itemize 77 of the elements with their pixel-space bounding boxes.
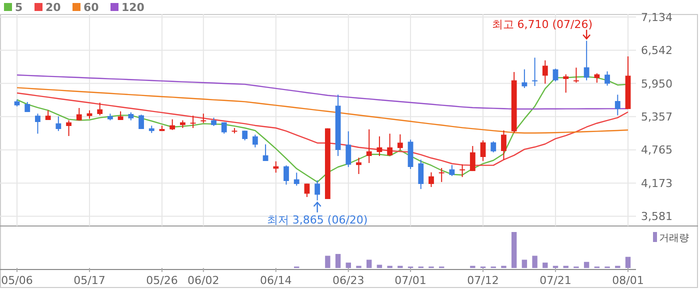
candlestick xyxy=(418,159,424,190)
x-tick-label: 07/01 xyxy=(394,274,426,287)
candlestick xyxy=(460,164,466,178)
bar xyxy=(366,260,372,268)
candlestick xyxy=(532,57,538,86)
candlestick xyxy=(170,118,176,131)
candlestick xyxy=(262,144,268,162)
candlestick xyxy=(387,133,393,156)
x-tick-label: 06/02 xyxy=(188,274,220,287)
annotation: 최저 3,865 (06/20) xyxy=(266,213,368,226)
candlestick xyxy=(200,113,206,124)
candlestick xyxy=(428,172,434,188)
bar xyxy=(376,264,382,268)
candlestick xyxy=(438,168,444,183)
bar xyxy=(511,232,517,268)
candlestick xyxy=(542,60,548,84)
x-tick-label: 06/14 xyxy=(260,274,292,287)
candlestick xyxy=(522,68,528,89)
bar xyxy=(522,260,528,268)
candlestick xyxy=(252,134,258,148)
candlestick xyxy=(366,128,372,164)
annotation: 최고 6,710 (07/26) xyxy=(492,18,593,31)
candlestick xyxy=(356,157,362,174)
x-tick-label: 07/12 xyxy=(467,274,499,287)
candlestick xyxy=(45,110,51,120)
legend-label: 20 xyxy=(46,1,62,14)
candlestick xyxy=(56,116,62,132)
candlestick xyxy=(552,68,558,82)
candlestick xyxy=(563,74,569,94)
candlestick xyxy=(138,114,144,130)
candlestick xyxy=(190,115,196,129)
candlestick xyxy=(397,134,403,151)
x-tick-label: 08/01 xyxy=(612,274,644,287)
x-tick-label: 07/21 xyxy=(540,274,572,287)
candlestick xyxy=(501,130,506,160)
candlestick xyxy=(470,146,476,172)
bar xyxy=(625,256,631,268)
candlestick xyxy=(314,180,320,201)
candlestick xyxy=(614,94,620,116)
candlestick xyxy=(584,40,590,81)
candlestick xyxy=(35,113,40,134)
x-tick-label: 06/23 xyxy=(332,274,364,287)
bar xyxy=(325,256,330,268)
x-tick-label: 05/06 xyxy=(1,274,33,287)
candlestick xyxy=(304,183,310,198)
candlestick xyxy=(294,172,300,186)
legend-label: 120 xyxy=(122,1,145,14)
bar xyxy=(584,262,590,268)
line-series xyxy=(16,87,629,134)
x-tick-label: 05/17 xyxy=(74,274,106,287)
y-tick-label: 5,950 xyxy=(641,77,672,90)
candlestick xyxy=(66,120,72,137)
candlestick xyxy=(449,164,455,177)
candlestick xyxy=(76,107,82,121)
candlestick xyxy=(604,70,610,86)
y-tick-label: 4,765 xyxy=(641,144,672,157)
candlestick xyxy=(594,72,600,84)
candlestick xyxy=(490,140,496,153)
candlestick xyxy=(480,140,486,162)
x-tick-label: 05/26 xyxy=(146,274,178,287)
bar xyxy=(346,262,351,268)
legend-label: 5 xyxy=(15,1,23,14)
legend-label: 거래량 xyxy=(659,233,689,244)
y-tick-label: 7,134 xyxy=(641,10,672,24)
y-tick-label: 3,581 xyxy=(641,210,672,224)
y-tick-label: 5,357 xyxy=(641,110,672,124)
candlestick xyxy=(284,164,289,186)
bar xyxy=(335,254,341,268)
y-tick-label: 6,542 xyxy=(641,44,672,58)
candlestick xyxy=(574,67,579,84)
candlestick xyxy=(242,130,248,141)
candlestick xyxy=(346,130,352,168)
candlestick xyxy=(97,102,103,116)
bar xyxy=(542,262,548,268)
bar xyxy=(532,256,538,268)
legend-label: 60 xyxy=(84,1,100,14)
y-tick-label: 4,173 xyxy=(641,176,672,190)
